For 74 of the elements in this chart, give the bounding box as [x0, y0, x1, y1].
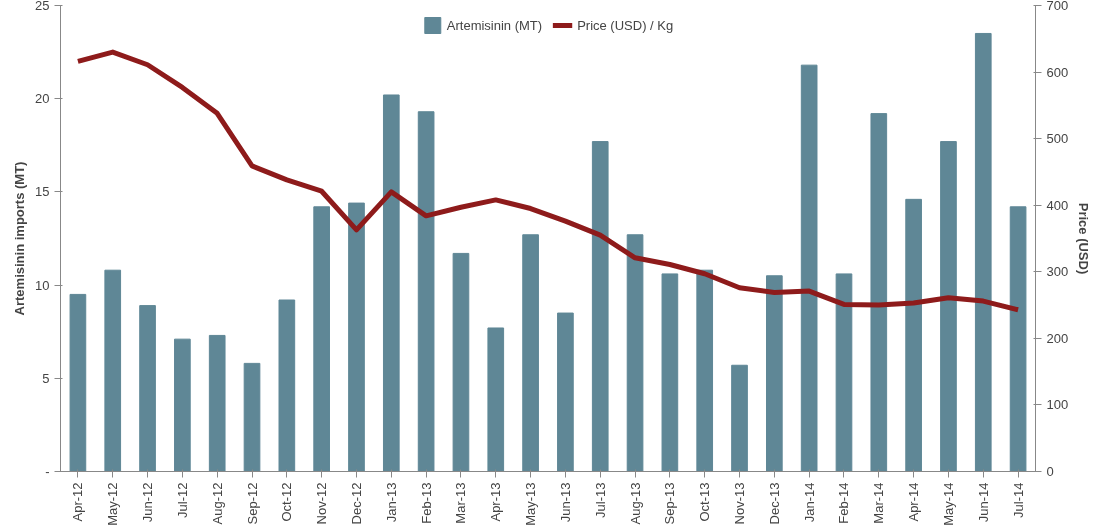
bar [104, 269, 122, 472]
bar [974, 32, 992, 472]
x-tick-label: Oct-13 [697, 482, 713, 522]
legend-label: Artemisinin (MT) [446, 17, 543, 33]
x-tick-label: Dec-13 [766, 482, 782, 525]
y2-tick-label: 0 [1046, 464, 1054, 479]
x-tick-label: Oct-12 [279, 482, 295, 522]
bar [1009, 206, 1027, 472]
bar [591, 141, 609, 472]
bar [835, 273, 853, 472]
bar [557, 312, 574, 472]
y2-tick-label: 100 [1046, 397, 1069, 413]
bar [661, 273, 679, 472]
y-tick-label: - [45, 464, 50, 479]
bar [278, 299, 296, 472]
x-tick-label: Apr-12 [70, 482, 86, 522]
y2-tick-label: 500 [1046, 131, 1069, 147]
bar [522, 234, 539, 472]
bar [382, 94, 400, 472]
x-tick-label: Jul-13 [592, 482, 608, 518]
x-tick-label: May-13 [523, 482, 539, 526]
y-tick-label: 25 [35, 0, 50, 13]
x-tick-label: Aug-12 [209, 482, 225, 525]
y2-tick-label: 700 [1046, 0, 1069, 13]
y2-tick-label: 600 [1046, 64, 1069, 80]
x-tick-label: May-14 [940, 482, 956, 526]
bar [452, 252, 470, 472]
x-tick-label: Feb-13 [418, 482, 434, 524]
x-tick-label: Feb-14 [836, 482, 852, 524]
bar [800, 64, 818, 472]
legend-label: Price (USD) / Kg [577, 17, 674, 33]
bar [208, 334, 226, 472]
bar [139, 305, 156, 472]
y2-tick-label: 200 [1046, 330, 1069, 346]
x-tick-label: Sep-13 [662, 482, 678, 525]
bar [766, 275, 783, 472]
x-tick-label: May-12 [105, 482, 121, 526]
x-tick-label: Sep-12 [244, 482, 260, 525]
x-tick-label: Jan-14 [801, 482, 817, 523]
x-tick-label: Jan-13 [383, 482, 399, 523]
y-axis-title: Artemisinin imports (MT) [12, 161, 28, 316]
bar [417, 111, 435, 472]
bar [348, 202, 365, 472]
y-tick-label: 5 [42, 370, 50, 386]
x-tick-label: Aug-13 [627, 482, 643, 525]
x-tick-label: Jul-14 [1010, 482, 1026, 518]
x-tick-label: Jul-12 [174, 482, 190, 518]
bar [905, 198, 922, 472]
bar [313, 206, 330, 472]
x-tick-label: Mar-14 [871, 482, 887, 524]
bar [174, 338, 191, 472]
bar [626, 234, 644, 472]
y2-tick-label: 400 [1046, 197, 1069, 213]
x-tick-label: Dec-12 [348, 482, 364, 525]
x-tick-label: Apr-13 [488, 482, 504, 522]
bar [243, 362, 261, 472]
y-tick-label: 15 [35, 184, 50, 200]
x-tick-label: Nov-13 [732, 482, 748, 525]
bar [69, 293, 87, 472]
y-tick-label: 20 [35, 91, 50, 107]
bar [940, 141, 957, 472]
x-tick-label: Nov-12 [314, 482, 330, 525]
x-tick-label: Apr-14 [906, 482, 922, 522]
bar [731, 364, 748, 472]
y2-tick-label: 300 [1046, 264, 1069, 280]
x-tick-label: Jun-12 [140, 482, 156, 523]
x-tick-label: Jun-14 [975, 482, 991, 523]
bar [487, 327, 505, 472]
x-tick-label: Mar-13 [453, 482, 469, 524]
bar [870, 113, 888, 472]
y2-axis-title: Price (USD) [1076, 202, 1092, 275]
bar [696, 269, 714, 472]
y-tick-label: 10 [35, 277, 50, 293]
x-tick-label: Jun-13 [557, 482, 573, 523]
